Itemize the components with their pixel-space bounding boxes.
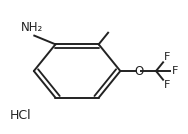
Text: F: F	[172, 66, 178, 76]
Text: F: F	[164, 80, 170, 90]
Text: HCl: HCl	[9, 109, 31, 122]
Text: F: F	[164, 52, 170, 62]
Text: O: O	[134, 64, 143, 78]
Text: NH₂: NH₂	[21, 21, 44, 34]
